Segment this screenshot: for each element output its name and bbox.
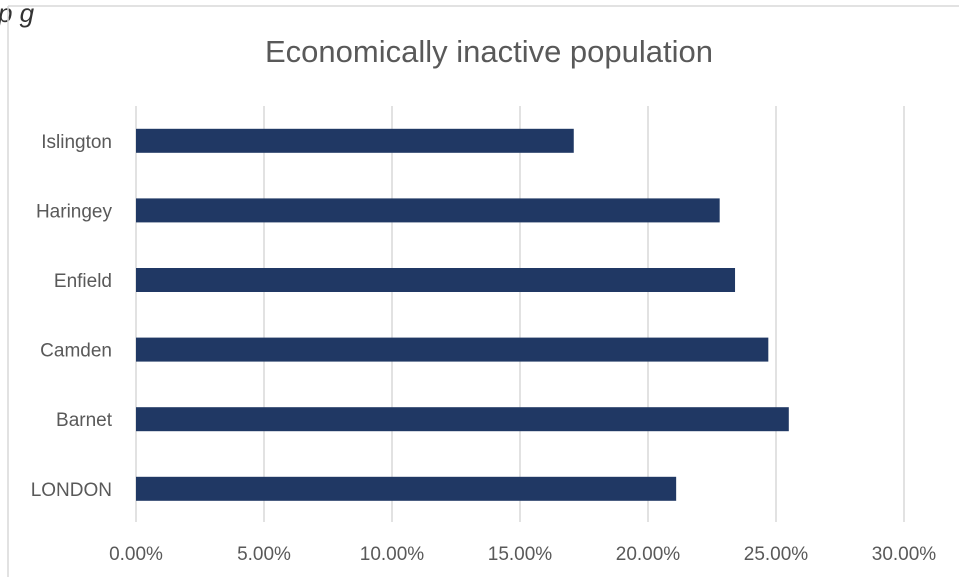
x-tick-label: 10.00% bbox=[360, 544, 425, 565]
category-label-barnet: Barnet bbox=[56, 410, 113, 431]
bar-camden bbox=[136, 337, 769, 362]
bar-barnet bbox=[136, 407, 789, 432]
x-tick-label: 25.00% bbox=[744, 544, 809, 565]
bar-enfield bbox=[136, 268, 736, 292]
bar-haringey bbox=[136, 198, 720, 223]
category-label-london: LONDON bbox=[31, 480, 112, 501]
bar-london bbox=[136, 476, 677, 501]
bar-islington bbox=[136, 128, 574, 153]
category-label-enfield: Enfield bbox=[54, 271, 112, 292]
x-tick-labels: 0.00% 5.00% 10.00% 15.00% 20.00% 25.00% 30.00% bbox=[109, 544, 936, 565]
category-label-camden: Camden bbox=[40, 341, 112, 362]
gridlines bbox=[135, 106, 905, 522]
chart-title: Economically inactive population bbox=[265, 34, 713, 69]
category-label-islington: Islington bbox=[41, 132, 112, 153]
x-tick-label: 20.00% bbox=[616, 544, 681, 565]
category-label-haringey: Haringey bbox=[36, 201, 113, 222]
x-tick-label: 30.00% bbox=[872, 544, 937, 565]
x-tick-label: 0.00% bbox=[109, 544, 163, 565]
caption-fragment: p g bbox=[0, 0, 35, 28]
x-tick-label: 5.00% bbox=[237, 544, 291, 565]
category-labels: Islington Haringey Enfield Camden Barnet LOND… bbox=[31, 132, 113, 501]
bars bbox=[136, 128, 789, 501]
x-tick-label: 15.00% bbox=[488, 544, 553, 565]
